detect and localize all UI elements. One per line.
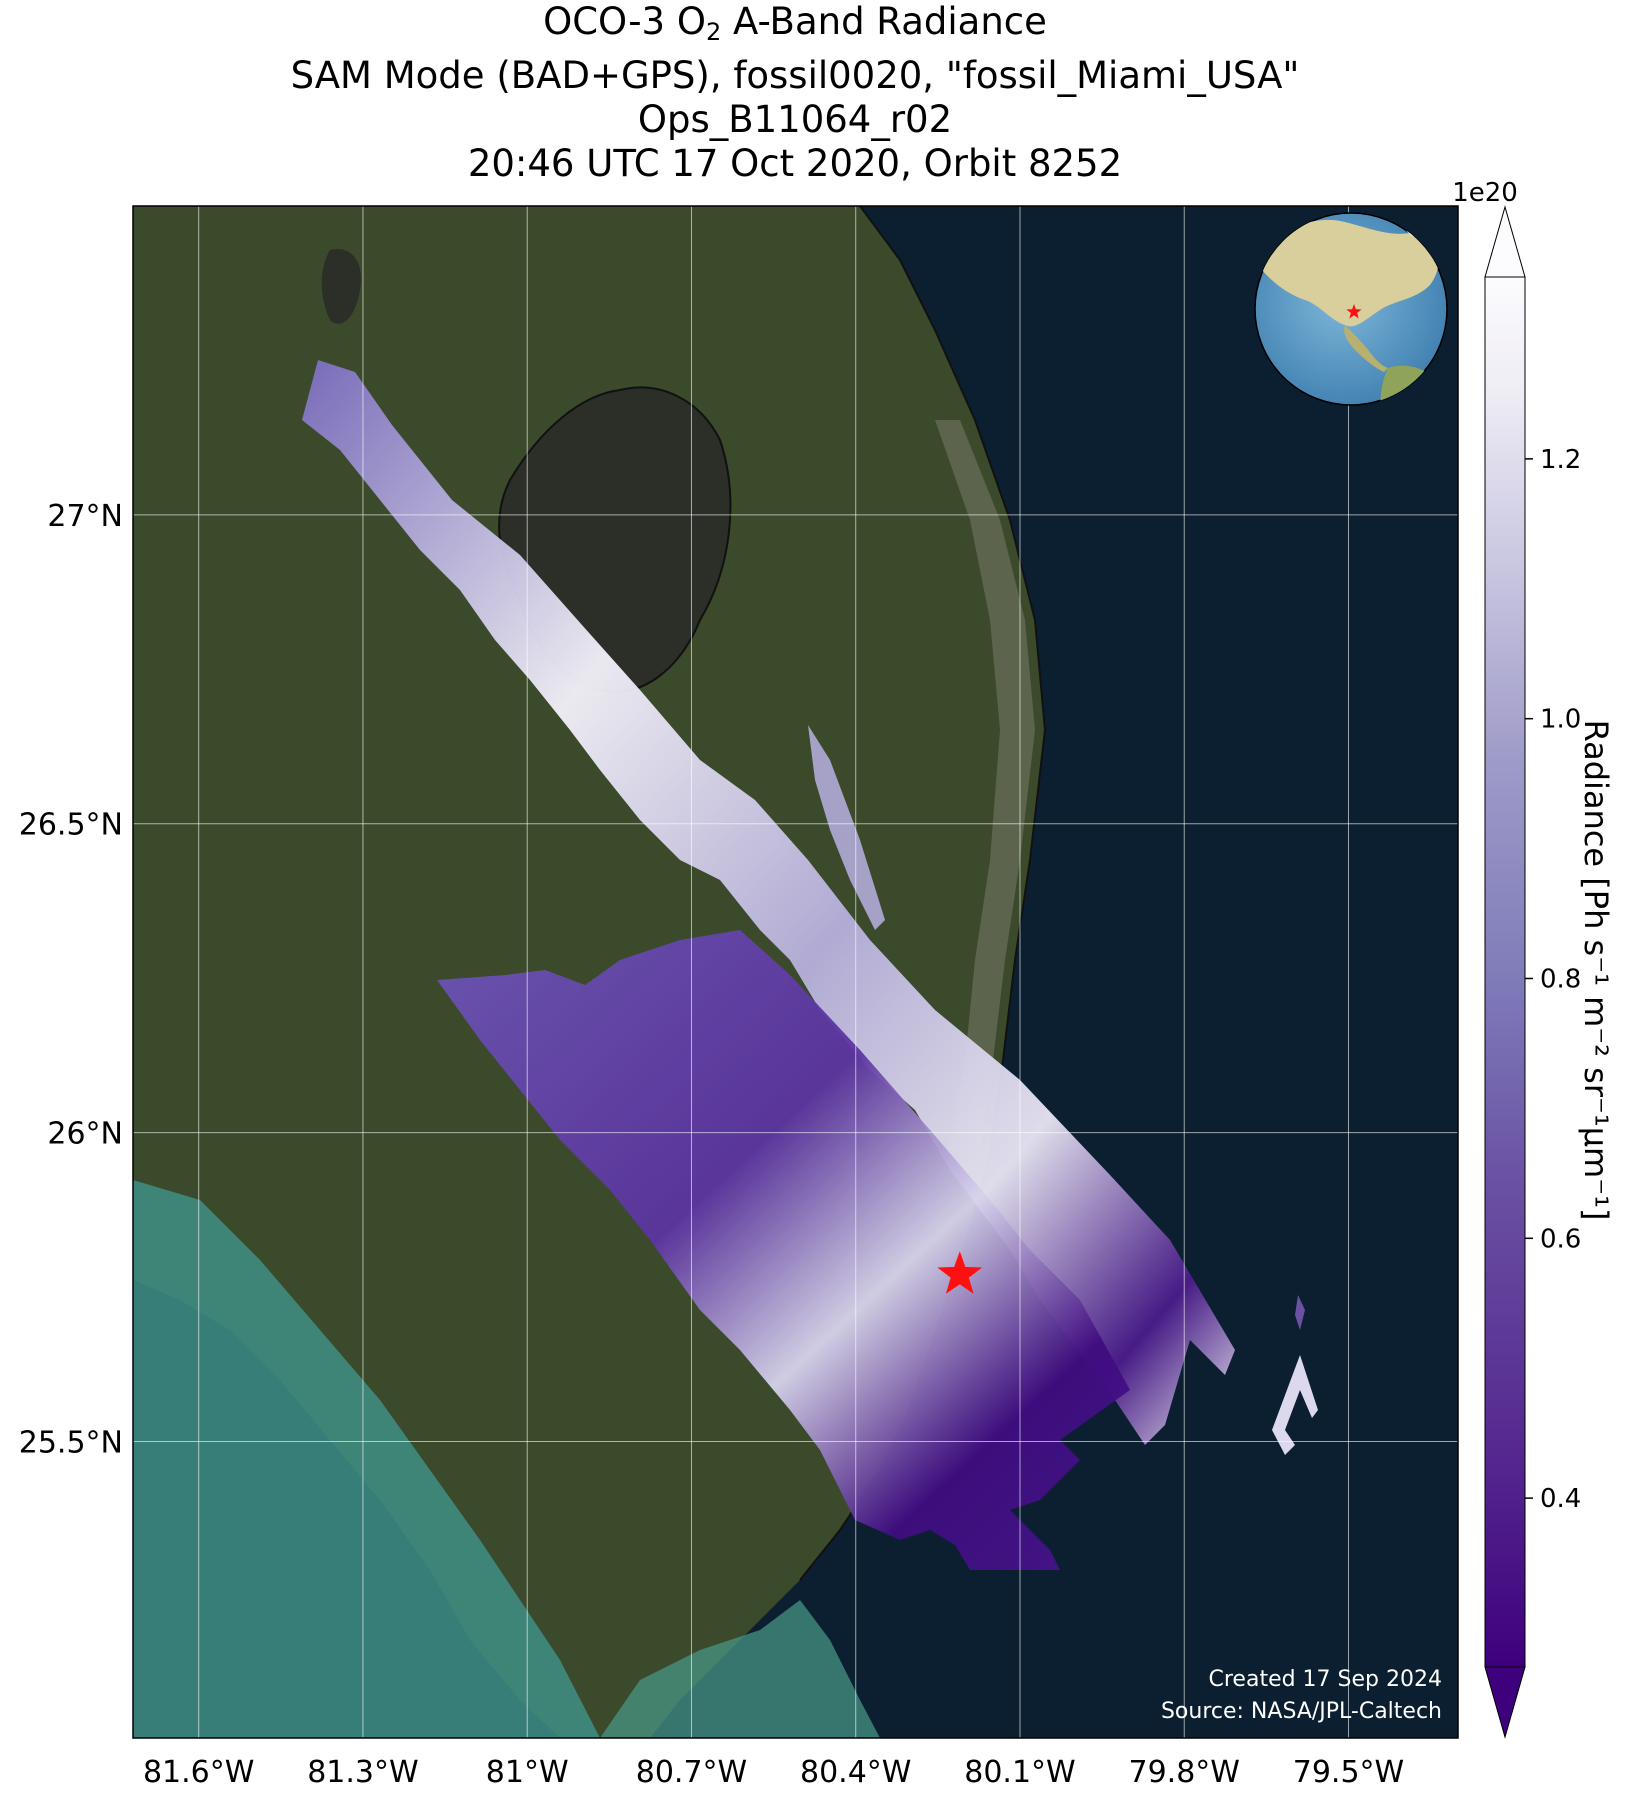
lat-tick-label: 26°N xyxy=(47,1117,123,1152)
swath-1 xyxy=(302,360,1235,1445)
gridlines xyxy=(133,206,1458,1738)
credit-source: Source: NASA/JPL-Caltech xyxy=(1161,1699,1442,1724)
florida-bay xyxy=(600,1600,880,1738)
lon-tick-label: 81.3°W xyxy=(307,1755,418,1790)
lon-tick-label: 81.6°W xyxy=(143,1755,254,1790)
colorbar-ticks: 0.4 0.6 0.8 1.0 1.2 xyxy=(1525,445,1581,1514)
colorbar: 0.4 0.6 0.8 1.0 1.2 1e20 Radiance [Ph s⁻¹ m⁻… xyxy=(1452,178,1615,1739)
swath-2 xyxy=(437,930,1130,1570)
colorbar-tick-label: 0.6 xyxy=(1540,1224,1581,1254)
lake-small xyxy=(321,249,361,324)
swath-fragment-2 xyxy=(1295,1295,1305,1330)
globe-central-america xyxy=(1344,325,1388,372)
title-suffix: A-Band Radiance xyxy=(721,0,1047,43)
globe-north-america xyxy=(1262,219,1439,327)
title-line-3: Ops_B11064_r02 xyxy=(637,98,953,141)
lat-tick-label: 25.5°N xyxy=(19,1425,123,1460)
colorbar-tick-label: 1.2 xyxy=(1540,445,1581,475)
credit-created: Created 17 Sep 2024 xyxy=(1209,1667,1443,1692)
globe-star-marker xyxy=(1346,304,1362,319)
lon-tick-label: 80.1°W xyxy=(964,1755,1075,1790)
title-subscript: 2 xyxy=(705,18,722,46)
colorbar-tick-label: 1.0 xyxy=(1540,705,1581,735)
title-prefix: OCO-3 O xyxy=(543,0,706,43)
map-plot-area: Created 17 Sep 2024 Source: NASA/JPL-Cal… xyxy=(133,206,1458,1738)
urban-strip xyxy=(935,420,1035,1150)
title-line-1: OCO-3 O2 A-Band Radiance xyxy=(0,0,1590,54)
lat-tick-label: 27°N xyxy=(47,499,123,534)
lon-tick-label: 79.8°W xyxy=(1129,1755,1240,1790)
map-frame xyxy=(132,205,1459,1739)
colorbar-body xyxy=(1484,276,1526,1668)
swath-fragment-1 xyxy=(808,725,885,930)
lon-tick-label: 79.5°W xyxy=(1293,1755,1404,1790)
lon-tick-label: 81°W xyxy=(486,1755,569,1790)
lon-tick-labels: 81.6°W 81.3°W 81°W 80.7°W 80.4°W 80.1°W 79.8°W… xyxy=(143,1755,1404,1790)
colorbar-extend-bottom xyxy=(1484,1666,1526,1739)
lon-tick-label: 80.4°W xyxy=(800,1755,911,1790)
swath-fragment-3 xyxy=(1272,1355,1318,1455)
lat-tick-label: 26.5°N xyxy=(19,808,123,843)
lat-tick-labels: 27°N 26.5°N 26°N 25.5°N xyxy=(19,499,123,1461)
title-line-4: 20:46 UTC 17 Oct 2020, Orbit 8252 xyxy=(467,142,1123,185)
title-line-2: SAM Mode (BAD+GPS), fossil0020, "fossil_… xyxy=(290,54,1300,97)
figure-title: OCO-3 O2 A-Band Radiance SAM Mode (BAD+G… xyxy=(0,0,1590,186)
gulf-shallow-water xyxy=(133,1180,600,1738)
lon-tick-label: 80.7°W xyxy=(636,1755,747,1790)
colorbar-label: Radiance [Ph s⁻¹ m⁻² sr⁻¹μm⁻¹] xyxy=(1577,720,1615,1221)
colorbar-exponent: 1e20 xyxy=(1452,178,1518,208)
target-star-marker xyxy=(937,1251,983,1294)
colorbar-tick-label: 0.8 xyxy=(1540,964,1581,994)
colorbar-tick-label: 0.4 xyxy=(1540,1484,1581,1514)
colorbar-extend-top xyxy=(1484,205,1526,278)
